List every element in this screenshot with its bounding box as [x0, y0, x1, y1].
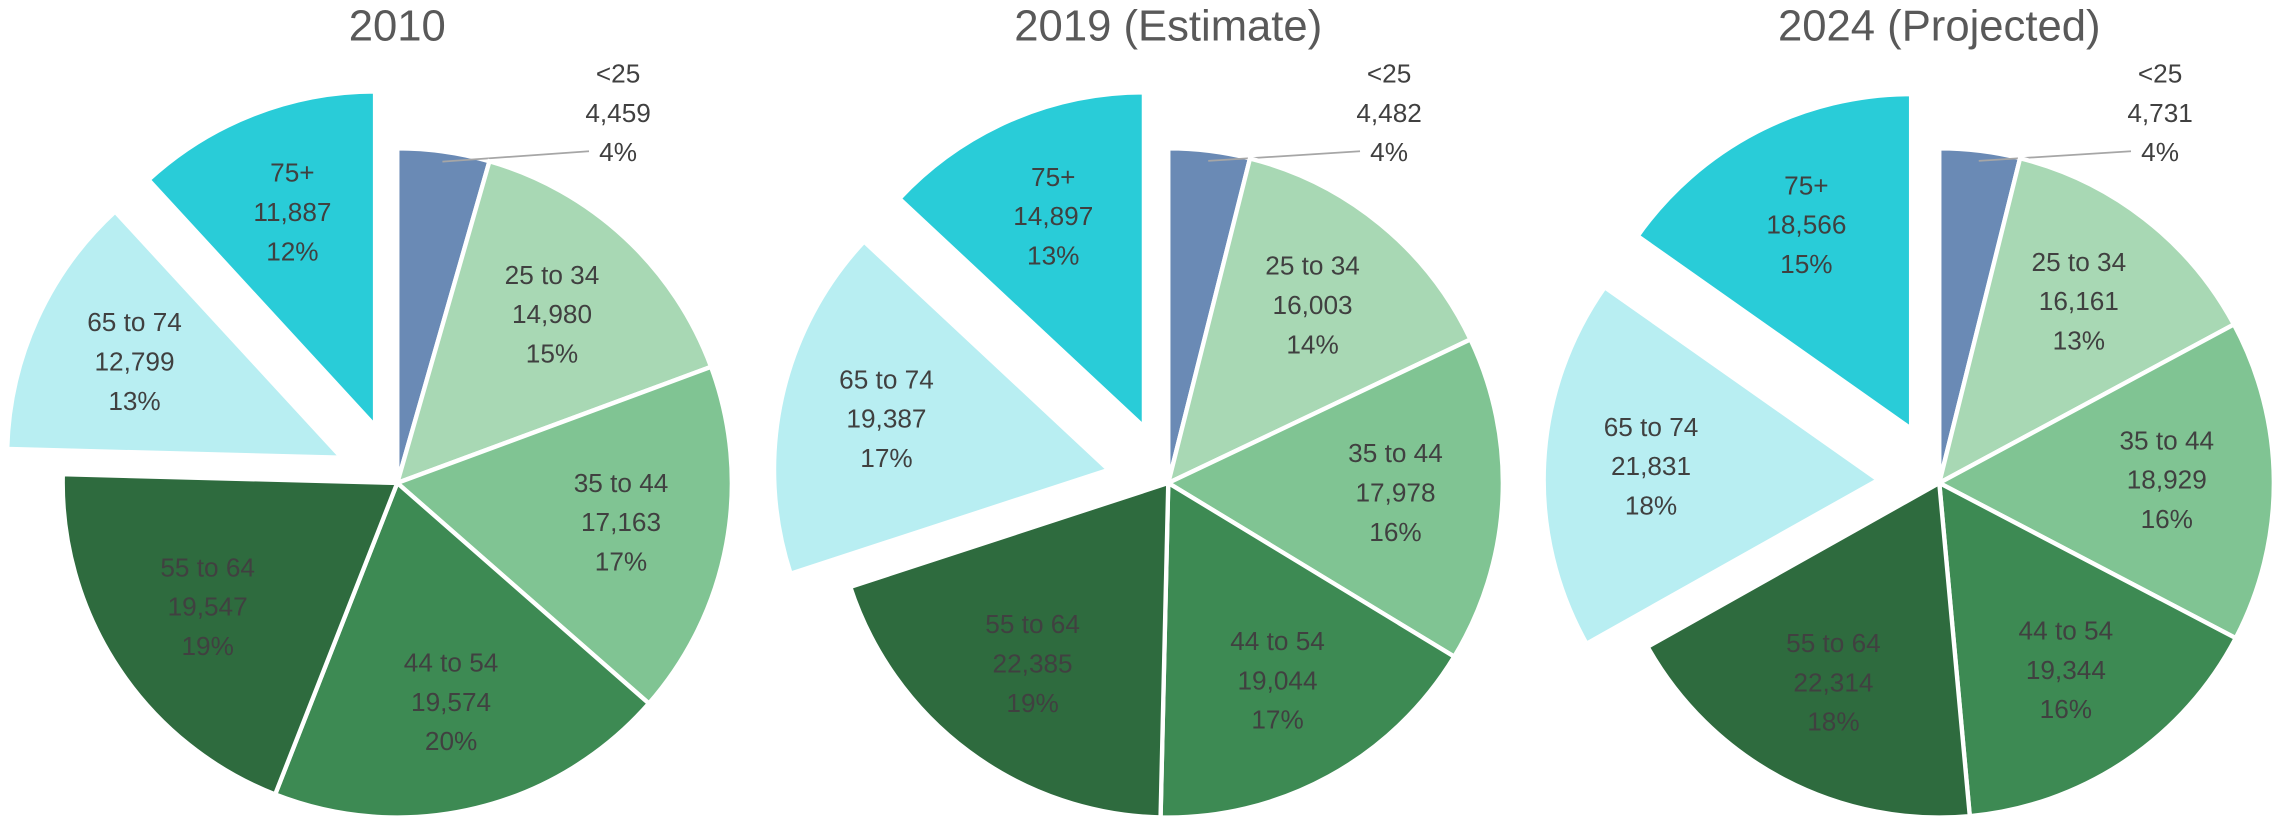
- data-label: 55 to 64: [160, 552, 255, 582]
- data-label: 16%: [2141, 504, 2193, 534]
- data-label: 65 to 74: [839, 364, 934, 394]
- data-label: 15%: [526, 338, 578, 368]
- pie-slice: [1158, 479, 1458, 819]
- data-label: 17,978: [1355, 478, 1435, 508]
- pie-slice: [272, 479, 652, 819]
- pie-slice: [1541, 284, 1883, 647]
- data-label: 15%: [1780, 249, 1832, 279]
- data-label: 18,929: [2127, 465, 2207, 495]
- data-label: 13%: [1027, 240, 1079, 270]
- pie-slice: [1934, 321, 2277, 642]
- leader-line: [442, 150, 590, 163]
- data-label: 20%: [425, 726, 477, 756]
- data-label: 35 to 44: [2119, 425, 2214, 455]
- data-label: 18%: [1807, 707, 1859, 737]
- data-label: 44 to 54: [404, 648, 499, 678]
- data-label: 19,547: [168, 592, 248, 622]
- data-label: 16%: [1369, 517, 1421, 547]
- data-label: 44 to 54: [1230, 626, 1325, 656]
- data-label: <25: [1367, 59, 1411, 89]
- data-label: 16,161: [2039, 286, 2119, 316]
- data-label: 4,482: [1356, 98, 1422, 128]
- data-label: 19,387: [846, 404, 926, 434]
- leader-line: [1208, 150, 1361, 162]
- data-label: 4%: [599, 137, 637, 167]
- data-label: 4,731: [2127, 98, 2193, 128]
- data-label: 14%: [1286, 329, 1338, 359]
- data-label: 55 to 64: [985, 609, 1080, 639]
- pie-slice: [1936, 479, 2239, 819]
- data-label: <25: [596, 59, 640, 89]
- pie-slice: [145, 89, 378, 432]
- data-label: 22,314: [1793, 667, 1873, 697]
- data-label: 35 to 44: [574, 468, 669, 498]
- data-label: 19,574: [411, 687, 491, 717]
- data-label: 22,385: [993, 649, 1073, 679]
- data-label: 13%: [108, 386, 160, 416]
- data-label: 14,980: [512, 299, 592, 329]
- pie-slice: [393, 364, 735, 707]
- data-label: 12,799: [94, 346, 174, 376]
- chart-title: 2010: [349, 2, 446, 51]
- chart-title: 2019 (Estimate): [1014, 2, 1322, 51]
- data-label: 19%: [1006, 688, 1058, 718]
- data-label: <25: [2138, 59, 2182, 89]
- data-label: 25 to 34: [1265, 251, 1360, 281]
- pie-slice: [847, 479, 1171, 819]
- data-label: 11,887: [253, 197, 331, 227]
- data-label: 75+: [1031, 162, 1075, 192]
- data-label: 12%: [266, 236, 318, 266]
- data-label: 65 to 74: [1604, 412, 1699, 442]
- pie-slice: [4, 208, 347, 461]
- data-label: 25 to 34: [2032, 247, 2127, 277]
- leader-line: [1978, 150, 2132, 162]
- data-label: 4%: [1370, 137, 1408, 167]
- data-label: 17%: [860, 443, 912, 473]
- data-label: 18,566: [1766, 210, 1846, 240]
- pie-slice: [1165, 155, 1474, 487]
- data-label: 75+: [1784, 170, 1828, 200]
- pie-slice: [393, 158, 714, 487]
- data-label: 75+: [270, 158, 314, 188]
- data-label: 16,003: [1273, 290, 1353, 320]
- data-label: 16%: [2040, 694, 2092, 724]
- pie-slice: [1634, 91, 1914, 433]
- pie-slice: [896, 90, 1147, 432]
- pie-slice: [1644, 479, 1973, 819]
- data-label: 4,459: [585, 98, 650, 128]
- pie-slice: [60, 472, 401, 798]
- data-label: 17%: [595, 546, 647, 576]
- data-label: 17%: [1251, 705, 1303, 735]
- data-label: 17,163: [581, 507, 661, 537]
- data-label: 18%: [1625, 490, 1677, 520]
- data-label: 19,044: [1238, 665, 1318, 695]
- data-label: 44 to 54: [2019, 616, 2114, 646]
- chart-title: 2024 (Projected): [1778, 2, 2101, 51]
- data-label: 4%: [2141, 137, 2179, 167]
- data-label: 25 to 34: [505, 260, 600, 290]
- data-label: 19,344: [2026, 655, 2106, 685]
- data-label: 21,831: [1611, 451, 1691, 481]
- pie-slice: [1163, 336, 1506, 660]
- pie-slice: [771, 238, 1113, 577]
- data-label: 14,897: [1013, 201, 1093, 231]
- data-label: 35 to 44: [1348, 438, 1443, 468]
- data-label: 19%: [181, 631, 233, 661]
- pie-slice: [1935, 155, 2237, 488]
- data-label: 13%: [2053, 325, 2105, 355]
- data-label: 65 to 74: [87, 307, 182, 337]
- data-label: 55 to 64: [1786, 628, 1881, 658]
